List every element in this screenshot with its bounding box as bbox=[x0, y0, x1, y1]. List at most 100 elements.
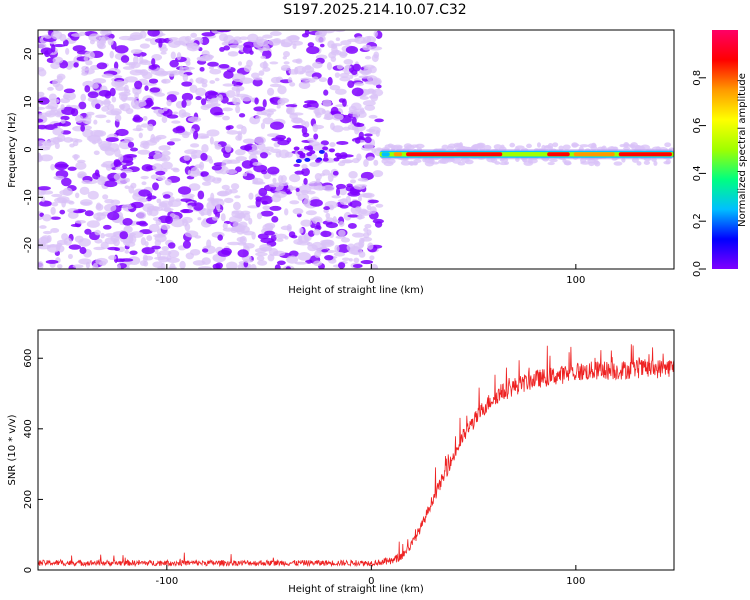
spectrogram-xtick-label: -100 bbox=[155, 275, 178, 286]
spectrogram-noise-blob bbox=[124, 185, 130, 190]
spectrogram-noise-blob bbox=[88, 33, 101, 42]
spectrogram-noise-blob bbox=[101, 105, 110, 112]
spectrogram-noise-blob bbox=[333, 30, 346, 33]
spectrogram-noise-blob bbox=[117, 246, 126, 253]
spectrogram-noise-blob bbox=[103, 98, 111, 108]
spectrogram-noise-blob bbox=[339, 188, 347, 196]
spectrogram-noise-blob bbox=[303, 178, 308, 185]
spectrogram-noise-blob bbox=[101, 30, 109, 35]
spectrogram-noise-blob bbox=[181, 81, 193, 87]
spectrogram-noise-blob bbox=[172, 111, 179, 115]
spectrogram-noise-blob bbox=[248, 217, 253, 225]
spectrogram-halo-blob bbox=[580, 161, 591, 165]
spectrogram-noise-blob bbox=[354, 82, 365, 87]
spectrogram-noise-blob bbox=[45, 259, 59, 264]
spectrogram-noise-blob bbox=[271, 215, 279, 223]
spectrogram-noise-blob bbox=[181, 92, 194, 102]
spectrogram-noise-blob bbox=[168, 249, 180, 258]
spectrogram-halo-blob bbox=[446, 158, 453, 163]
spectrogram-noise-blob bbox=[348, 258, 353, 262]
spectrogram-noise-blob bbox=[334, 244, 340, 253]
spectrogram-noise-blob bbox=[268, 183, 280, 188]
spectrogram-noise-blob bbox=[151, 58, 156, 66]
spectrogram-noise-blob bbox=[144, 85, 149, 91]
spectrogram-noise-blob bbox=[209, 80, 216, 84]
spectrogram-noise-blob bbox=[204, 54, 215, 59]
spectrogram-noise-blob bbox=[304, 121, 310, 128]
spectrogram-noise-blob bbox=[86, 111, 95, 116]
spectrogram-noise-blob bbox=[303, 145, 310, 150]
spectrogram-noise-blob bbox=[141, 181, 147, 186]
spectrogram-noise-blob bbox=[51, 193, 63, 198]
spectrogram-noise-blob bbox=[359, 96, 369, 100]
spectrogram-noise-blob bbox=[217, 234, 223, 241]
spectrogram-noise-blob bbox=[49, 137, 63, 143]
spectrogram-noise-blob bbox=[228, 215, 243, 223]
spectrogram-noise-blob bbox=[283, 61, 290, 65]
spectrogram-noise-blob bbox=[169, 59, 179, 68]
spectrogram-halo-blob bbox=[452, 158, 462, 164]
spectrogram-noise-blob bbox=[353, 122, 365, 127]
spectrogram-halo-blob bbox=[446, 145, 455, 150]
spectrogram-noise-blob bbox=[363, 227, 369, 233]
spectrogram-halo-blob bbox=[509, 142, 516, 148]
snr-x-ticks: -100 0 100 bbox=[155, 565, 585, 587]
spectrogram-noise-blob bbox=[39, 225, 47, 229]
spectrogram-noise-blob bbox=[372, 79, 381, 86]
spectrogram-noise-blob bbox=[237, 249, 249, 258]
spectrogram-halo-blob bbox=[409, 160, 414, 166]
spectrogram-noise-blob bbox=[267, 166, 280, 175]
spectrogram-noise-blob bbox=[84, 228, 92, 235]
snr-series-line bbox=[38, 344, 674, 568]
spectrogram-noise-blob bbox=[226, 159, 241, 164]
spectrogram-noise-blob bbox=[329, 204, 334, 209]
spectrogram-noise-blob bbox=[70, 108, 79, 117]
spectrogram-noise-blob bbox=[80, 199, 93, 206]
spectrogram-noise-blob bbox=[312, 124, 325, 130]
spectrogram-noise-blob bbox=[224, 144, 232, 153]
spectrogram-noise-blob bbox=[289, 174, 301, 183]
spectrogram-ytick-label: 10 bbox=[23, 95, 34, 108]
spectrogram-noise-blob bbox=[73, 154, 78, 161]
spectrogram-noise-blob bbox=[256, 38, 270, 47]
spectrogram-noise-blob bbox=[287, 77, 293, 84]
spectrogram-noise-blob bbox=[352, 157, 360, 164]
colorbar-gradient bbox=[712, 30, 738, 269]
spectrogram-noise-blob bbox=[292, 43, 297, 50]
spectrogram-halo-blob bbox=[613, 161, 623, 166]
spectrogram-noise-blob bbox=[320, 239, 334, 244]
spectrogram-noise-blob bbox=[223, 70, 234, 79]
spectrogram-noise-blob bbox=[294, 66, 299, 75]
spectrogram-noise-blob bbox=[136, 211, 147, 220]
spectrogram-noise-blob bbox=[167, 242, 176, 249]
spectrogram-noise-blob bbox=[179, 260, 186, 269]
spectrogram-noise-blob bbox=[186, 40, 194, 49]
spectrogram-noise-blob bbox=[62, 94, 71, 99]
spectrogram-noise-blob bbox=[61, 177, 72, 187]
spectrogram-noise-blob bbox=[102, 194, 109, 200]
spectrogram-noise-blob bbox=[83, 56, 89, 62]
spectrogram-noise-blob bbox=[223, 45, 231, 51]
spectrogram-noise-blob bbox=[324, 110, 331, 118]
spectrogram-noise-blob bbox=[80, 124, 86, 132]
spectrogram-noise-blob bbox=[301, 163, 308, 170]
spectrogram-noise-blob bbox=[280, 225, 292, 231]
spectrogram-noise-blob bbox=[330, 56, 337, 63]
spectrogram-noise-blob bbox=[201, 181, 212, 186]
spectrogram-noise-blob bbox=[284, 208, 289, 216]
spectrogram-noise-blob bbox=[288, 231, 296, 238]
spectrogram-noise-blob bbox=[194, 164, 203, 169]
spectrogram-noise-blob bbox=[141, 247, 155, 255]
spectrogram-noise-blob bbox=[341, 257, 350, 261]
spectrogram-noise-blob bbox=[67, 211, 79, 219]
spectrogram-noise-blob bbox=[364, 136, 372, 144]
spectrogram-noise-blob bbox=[122, 218, 133, 226]
spectrogram-noise-blob bbox=[274, 264, 281, 269]
spectrogram-noise-blob bbox=[113, 61, 119, 70]
spectrogram-noise-blob bbox=[242, 44, 253, 54]
spectrogram-noise-blob bbox=[120, 172, 127, 179]
spectrogram-noise-blob bbox=[38, 261, 44, 269]
spectrogram-noise-blob bbox=[92, 78, 107, 84]
spectrogram-noise-blob bbox=[364, 55, 372, 60]
spectrogram-noise-blob bbox=[362, 44, 372, 51]
